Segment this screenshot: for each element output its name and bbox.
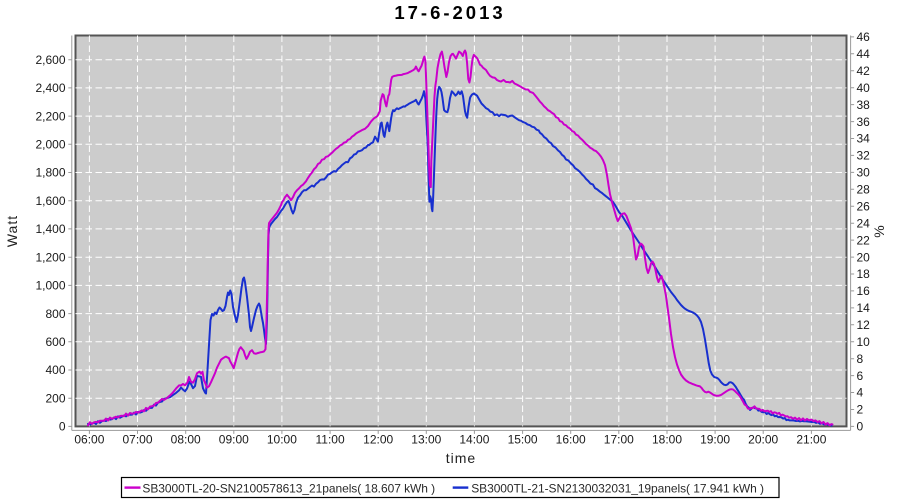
svg-text:36: 36 bbox=[857, 115, 871, 129]
svg-text:6: 6 bbox=[857, 369, 864, 383]
svg-text:8: 8 bbox=[857, 352, 864, 366]
svg-text:16: 16 bbox=[857, 284, 871, 298]
svg-text:08:00: 08:00 bbox=[171, 433, 201, 447]
svg-text:time: time bbox=[446, 450, 476, 466]
svg-text:1,400: 1,400 bbox=[35, 222, 65, 236]
svg-text:28: 28 bbox=[857, 183, 871, 197]
svg-text:16:00: 16:00 bbox=[556, 433, 586, 447]
svg-text:18: 18 bbox=[857, 267, 871, 281]
svg-text:34: 34 bbox=[857, 132, 871, 146]
svg-text:12:00: 12:00 bbox=[363, 433, 393, 447]
svg-text:11:00: 11:00 bbox=[316, 433, 345, 447]
svg-text:15:00: 15:00 bbox=[508, 433, 538, 447]
svg-text:14:00: 14:00 bbox=[459, 433, 489, 447]
svg-text:42: 42 bbox=[857, 64, 871, 78]
svg-text:0: 0 bbox=[59, 420, 66, 434]
svg-text:1,200: 1,200 bbox=[35, 250, 65, 264]
svg-text:2,400: 2,400 bbox=[35, 81, 65, 95]
svg-text:14: 14 bbox=[857, 301, 871, 315]
svg-text:600: 600 bbox=[45, 335, 65, 349]
svg-text:4: 4 bbox=[857, 386, 864, 400]
svg-text:06:00: 06:00 bbox=[74, 433, 104, 447]
svg-text:200: 200 bbox=[45, 391, 65, 405]
svg-text:400: 400 bbox=[45, 363, 65, 377]
svg-text:24: 24 bbox=[857, 216, 871, 230]
svg-text:10: 10 bbox=[857, 335, 871, 349]
svg-text:Watt: Watt bbox=[4, 215, 20, 247]
svg-text:18:00: 18:00 bbox=[652, 433, 682, 447]
svg-text:09:00: 09:00 bbox=[219, 433, 249, 447]
svg-text:22: 22 bbox=[857, 233, 871, 247]
svg-text:12: 12 bbox=[857, 318, 871, 332]
svg-text:40: 40 bbox=[857, 81, 871, 95]
svg-text:1,000: 1,000 bbox=[35, 279, 65, 293]
svg-text:800: 800 bbox=[45, 307, 65, 321]
svg-text:1,600: 1,600 bbox=[35, 194, 65, 208]
svg-text:19:00: 19:00 bbox=[700, 433, 730, 447]
svg-text:%: % bbox=[871, 224, 887, 237]
svg-text:30: 30 bbox=[857, 166, 871, 180]
svg-text:SB3000TL-20-SN2100578613_21pan: SB3000TL-20-SN2100578613_21panels( 18.60… bbox=[142, 481, 435, 495]
svg-text:26: 26 bbox=[857, 199, 871, 213]
svg-text:2,600: 2,600 bbox=[35, 53, 65, 67]
svg-text:2: 2 bbox=[857, 403, 864, 417]
svg-text:2,200: 2,200 bbox=[35, 109, 65, 123]
svg-text:44: 44 bbox=[857, 47, 871, 61]
svg-text:20: 20 bbox=[857, 250, 871, 264]
svg-text:38: 38 bbox=[857, 98, 871, 112]
svg-text:20:00: 20:00 bbox=[748, 433, 778, 447]
svg-text:13:00: 13:00 bbox=[411, 433, 441, 447]
svg-text:21:00: 21:00 bbox=[796, 433, 826, 447]
svg-text:17-6-2013: 17-6-2013 bbox=[394, 2, 505, 23]
svg-text:46: 46 bbox=[857, 30, 871, 44]
svg-text:2,000: 2,000 bbox=[35, 138, 65, 152]
svg-text:SB3000TL-21-SN2130032031_19pan: SB3000TL-21-SN2130032031_19panels( 17.94… bbox=[471, 481, 764, 495]
svg-text:1,800: 1,800 bbox=[35, 166, 65, 180]
svg-text:0: 0 bbox=[857, 420, 864, 434]
svg-text:32: 32 bbox=[857, 149, 871, 163]
svg-text:10:00: 10:00 bbox=[267, 433, 297, 447]
svg-text:07:00: 07:00 bbox=[122, 433, 152, 447]
svg-text:17:00: 17:00 bbox=[604, 433, 634, 447]
